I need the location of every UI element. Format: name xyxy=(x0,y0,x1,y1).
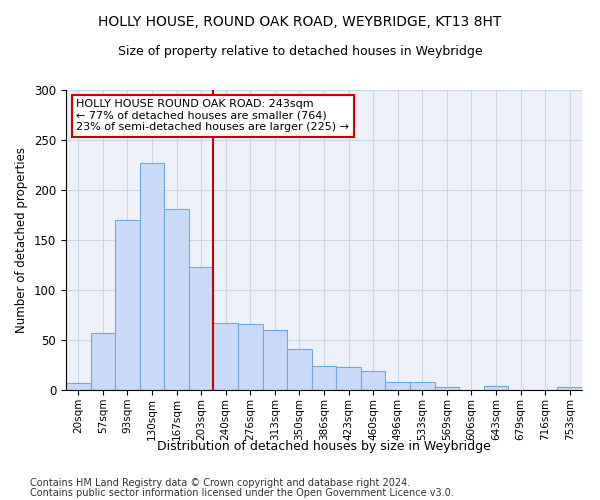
Text: Distribution of detached houses by size in Weybridge: Distribution of detached houses by size … xyxy=(157,440,491,453)
Text: Size of property relative to detached houses in Weybridge: Size of property relative to detached ho… xyxy=(118,45,482,58)
Bar xyxy=(140,163,164,390)
Bar xyxy=(484,386,508,390)
Bar xyxy=(434,387,459,390)
Text: HOLLY HOUSE, ROUND OAK ROAD, WEYBRIDGE, KT13 8HT: HOLLY HOUSE, ROUND OAK ROAD, WEYBRIDGE, … xyxy=(98,15,502,29)
Bar xyxy=(385,382,410,390)
Text: Contains public sector information licensed under the Open Government Licence v3: Contains public sector information licen… xyxy=(30,488,454,498)
Text: Contains HM Land Registry data © Crown copyright and database right 2024.: Contains HM Land Registry data © Crown c… xyxy=(30,478,410,488)
Bar xyxy=(214,323,238,390)
Bar xyxy=(91,333,115,390)
Bar xyxy=(263,330,287,390)
Bar xyxy=(238,324,263,390)
Bar xyxy=(557,387,582,390)
Bar xyxy=(361,371,385,390)
Bar xyxy=(336,367,361,390)
Text: HOLLY HOUSE ROUND OAK ROAD: 243sqm
← 77% of detached houses are smaller (764)
23: HOLLY HOUSE ROUND OAK ROAD: 243sqm ← 77%… xyxy=(76,99,349,132)
Bar xyxy=(410,382,434,390)
Bar xyxy=(66,383,91,390)
Bar xyxy=(189,267,214,390)
Y-axis label: Number of detached properties: Number of detached properties xyxy=(16,147,28,333)
Bar xyxy=(312,366,336,390)
Bar xyxy=(287,349,312,390)
Bar xyxy=(164,209,189,390)
Bar xyxy=(115,220,140,390)
